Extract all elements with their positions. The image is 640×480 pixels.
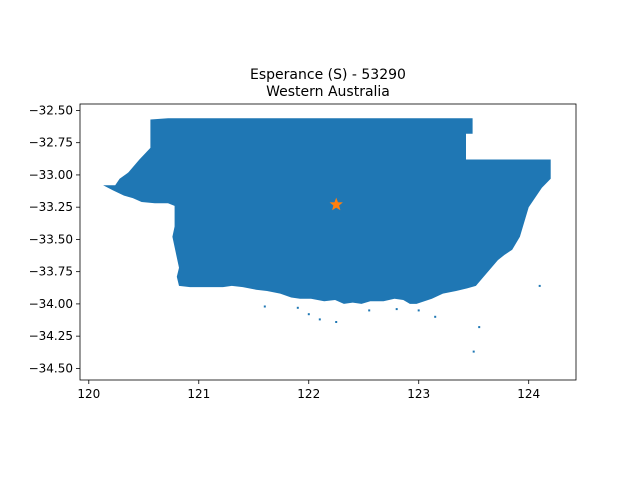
axes-frame [79,103,577,381]
y-tick-label: −34.25 [29,329,73,343]
coastal-islands [263,284,541,353]
x-tick-label: 121 [187,387,210,401]
y-tick-label: −33.50 [29,232,73,246]
y-tick-label: −32.50 [29,103,73,117]
plot-area [80,104,576,380]
island-speck [434,315,437,318]
island-speck [335,321,338,323]
x-tick-label: 124 [517,387,540,401]
island-speck [368,309,371,312]
y-tick-label: −34.50 [29,361,73,375]
y-tick-label: −34.00 [29,297,73,311]
island-speck [263,305,266,308]
island-speck [318,318,321,321]
y-tick-label: −33.00 [29,168,73,182]
y-axis: −32.50 −32.75 −33.00 −33.25 −33.50 −33.75 −34.… [29,103,80,375]
chart-title-line1: Esperance (S) - 53290 [250,67,406,83]
island-speck [538,284,541,287]
island-speck [395,308,398,311]
chart-title-line2: Western Australia [266,84,390,100]
y-tick-label: −33.25 [29,200,73,214]
island-speck [478,326,481,329]
x-axis: 120 121 122 123 124 [77,380,540,401]
island-speck [296,306,299,309]
x-tick-label: 122 [297,387,320,401]
x-tick-label: 120 [77,387,100,401]
island-speck [417,309,420,312]
region-shape [103,118,551,304]
y-tick-label: −32.75 [29,136,73,150]
y-tick-label: −33.75 [29,265,73,279]
island-speck [472,350,475,353]
island-speck [307,313,310,316]
centroid-star-marker [329,197,343,211]
x-tick-label: 123 [407,387,430,401]
